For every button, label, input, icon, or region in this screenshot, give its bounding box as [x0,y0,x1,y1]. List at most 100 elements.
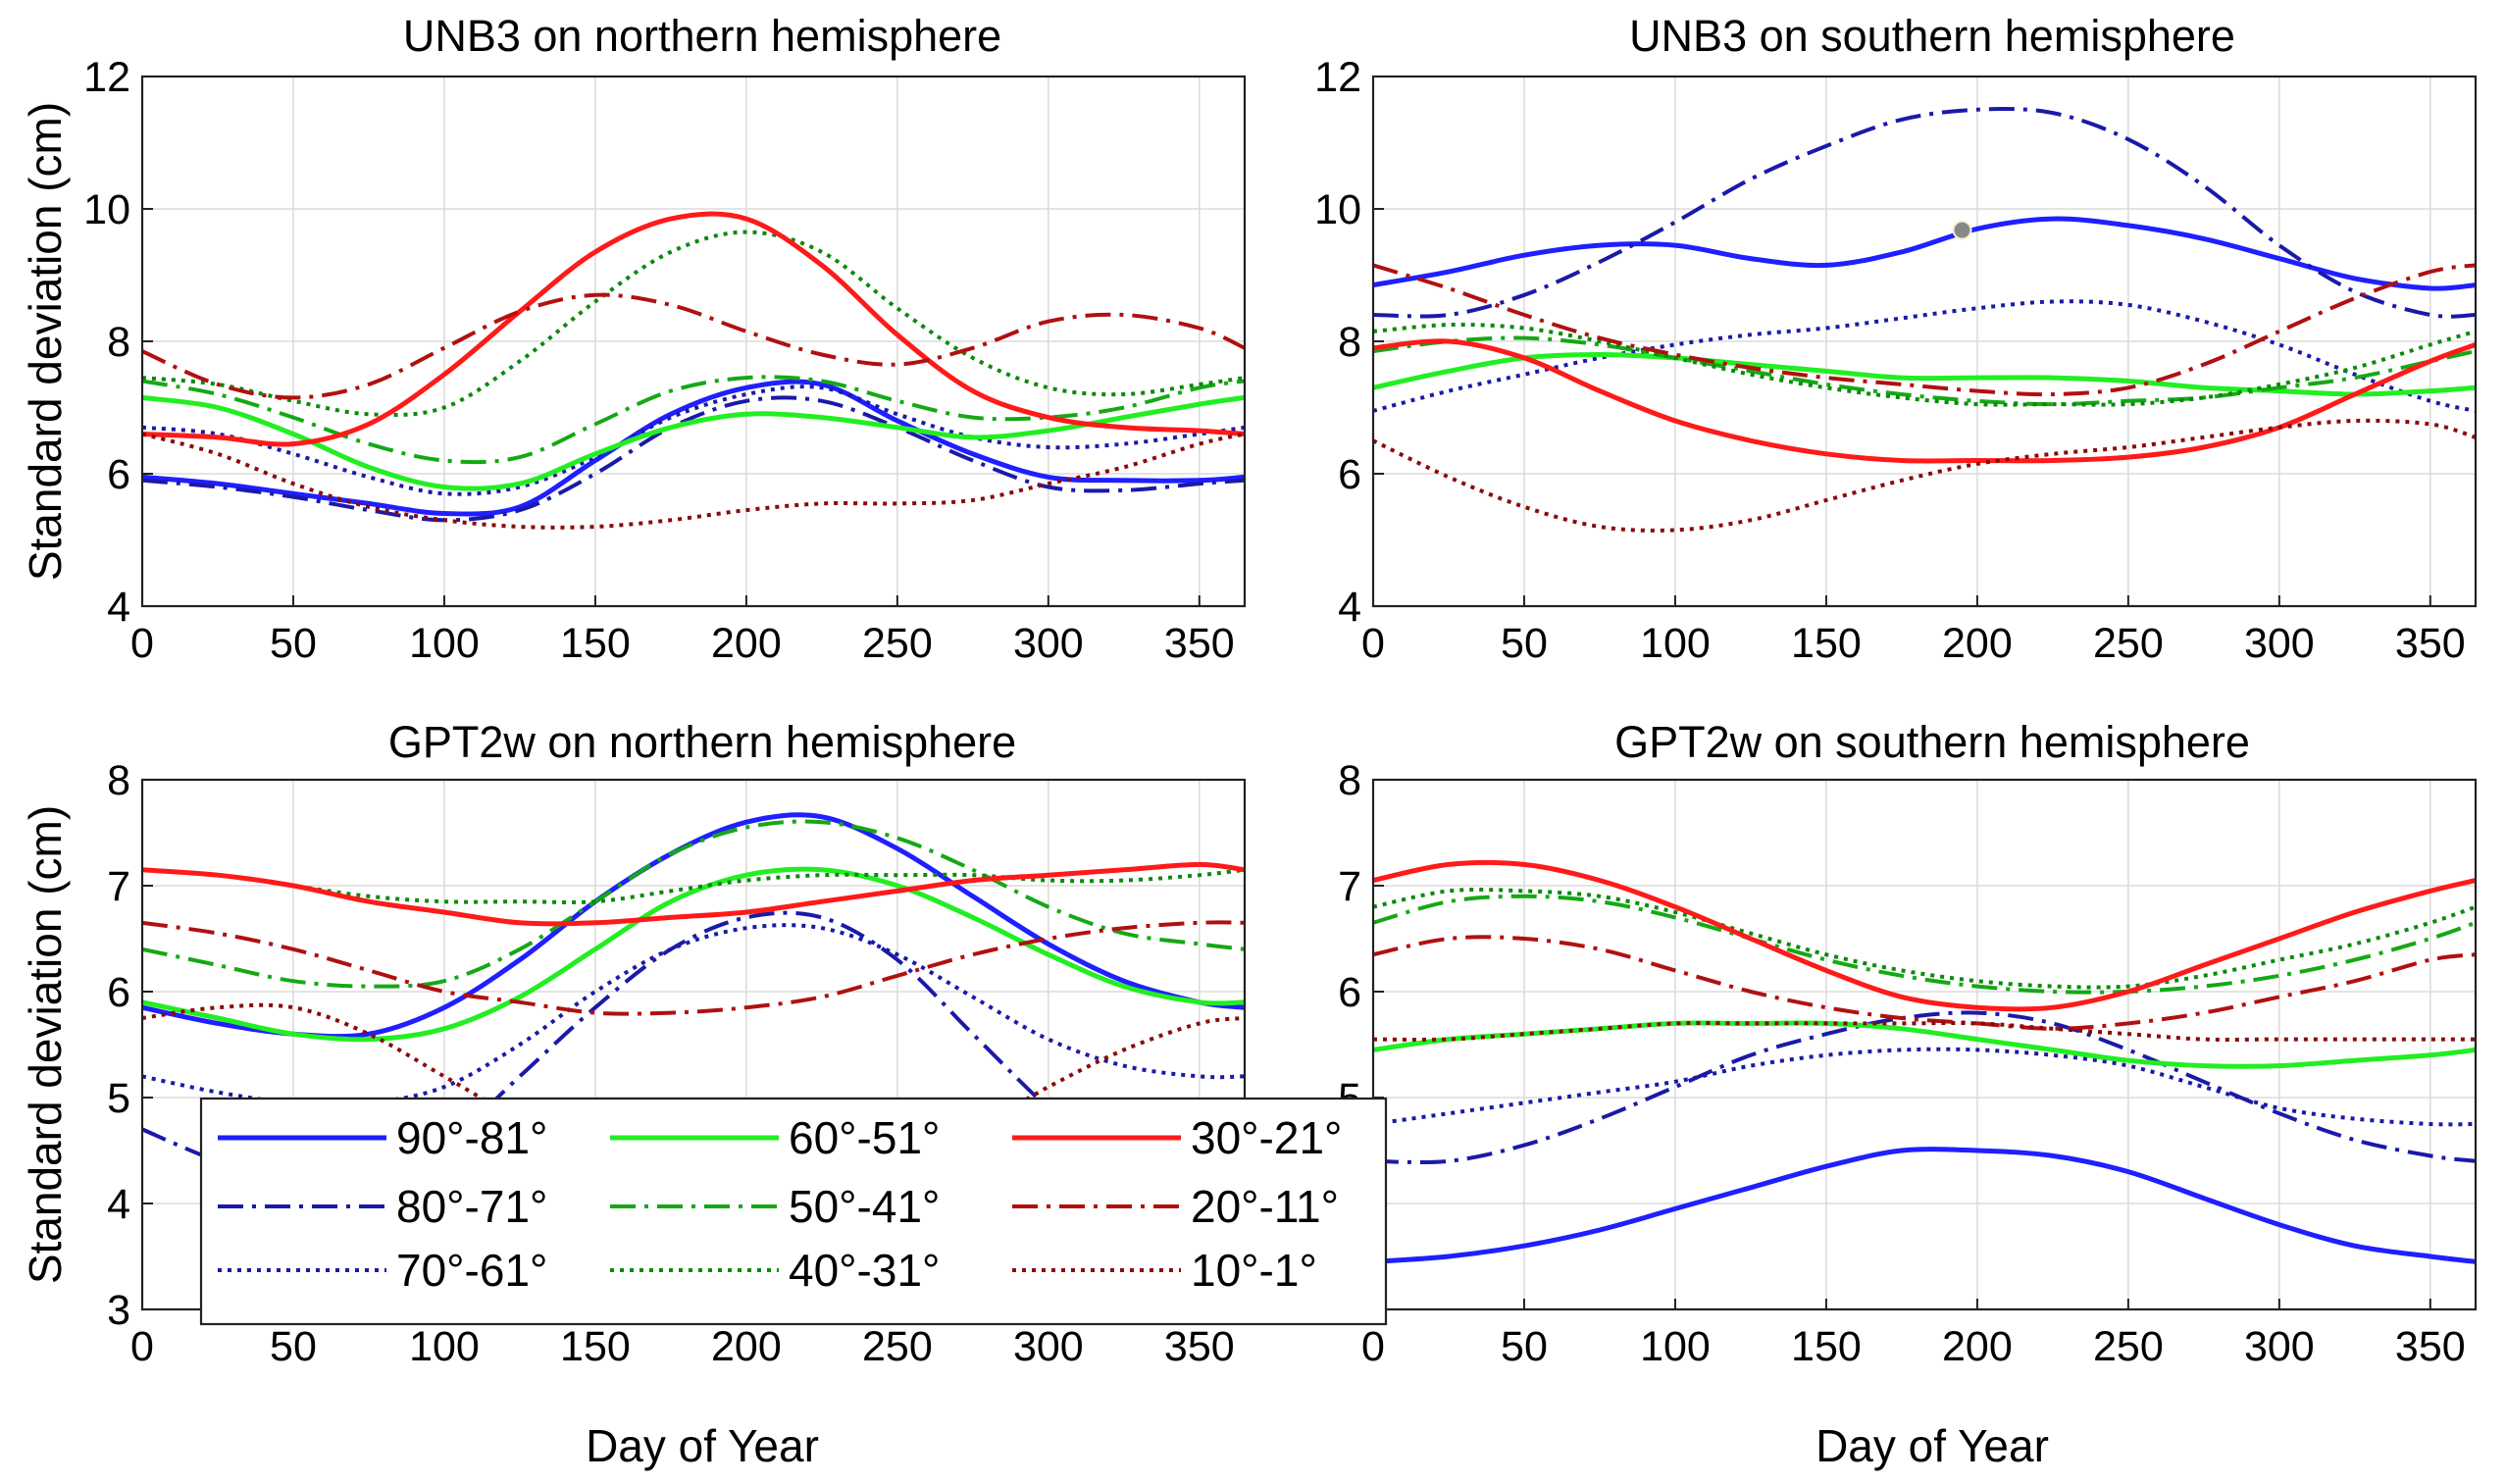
x-tick-label: 200 [711,620,782,667]
series-line-20°-11° [142,292,1245,400]
x-tick-label: 100 [409,1323,480,1370]
legend-label: 30°-21° [1191,1112,1342,1163]
x-tick-label: 350 [1164,1323,1235,1370]
legend-label: 50°-41° [789,1181,940,1232]
series-line-10°-1° [1373,1021,2476,1042]
series-lines [1373,107,2476,533]
legend-entry: 80°-71° [218,1181,547,1232]
series-line-40°-31° [1373,887,2476,990]
x-axis-label-right: Day of Year [1816,1420,2049,1471]
legend-entry: 40°-31° [610,1245,940,1296]
series-line-70°-61° [1373,1047,2476,1127]
y-tick-label: 7 [1338,863,1361,910]
y-tick-label: 8 [1338,757,1361,804]
legend-label: 70°-61° [396,1245,547,1296]
legend-items: 90°-81° 60°-51° 30°-21° 80°-71° 50°-41° 20°-1… [218,1112,1342,1296]
legend-label: 60°-51° [789,1112,940,1163]
series-line-40°-31° [1373,322,2476,407]
legend-entry: 50°-41° [610,1181,940,1232]
series-line-90°-81° [142,812,1245,1040]
x-tick-label: 350 [2395,620,2466,667]
panel-gpt2w-north: GPT2w on northern hemisphere 0 50 100 150 20… [107,717,1247,1370]
series-line-30°-21° [142,211,1245,447]
y-tick-label: 6 [107,969,130,1016]
series-line-80°-71° [1373,107,2476,319]
panel-unb3-north: UNB3 on northern hemisphere 0 50 100 150 200… [83,11,1247,667]
y-tick-label: 10 [1314,186,1361,233]
x-tick-label: 50 [270,1323,317,1370]
series-line-50°-41° [142,819,1245,989]
x-tick-label: 0 [1361,620,1385,667]
y-tick-label: 6 [1338,969,1361,1016]
y-tick-label: 7 [107,863,130,910]
x-tick-label: 250 [2093,620,2164,667]
series-line-70°-61° [1373,299,2476,413]
x-tick-label: 250 [2093,1323,2164,1370]
x-tick-label: 0 [1361,1323,1385,1370]
x-tick-label: 250 [862,1323,933,1370]
series-line-30°-21° [1373,859,2476,1012]
legend-entry: 30°-21° [1012,1112,1342,1163]
y-tick-label: 6 [1338,451,1361,498]
y-tick-label: 5 [107,1075,130,1122]
y-tick-label: 4 [107,584,130,631]
legend-box [199,1097,1388,1326]
panel-unb3-south: UNB3 on southern hemisphere 0 50 100 150 200… [1314,11,2478,667]
axis-ticks: 0 50 100 150 200 250 300 350 4 6 8 10 12 [1314,54,2466,667]
y-tick-label: 3 [107,1287,130,1334]
panel-title: GPT2w on southern hemisphere [1614,717,2250,767]
x-tick-label: 200 [1942,620,2013,667]
axes-frame [1371,778,2478,1311]
x-tick-label: 350 [2395,1323,2466,1370]
legend-label: 90°-81° [396,1112,547,1163]
series-lines [142,211,1245,530]
legend-label: 20°-11° [1191,1181,1339,1232]
panel-title: UNB3 on southern hemisphere [1629,11,2235,61]
x-tick-label: 50 [270,620,317,667]
series-line-30°-21° [142,861,1245,927]
y-tick-label: 10 [83,186,130,233]
axis-ticks: 0 50 100 150 200 250 300 350 4 6 8 10 12 [83,54,1235,667]
series-line-20°-11° [1373,935,2476,1031]
x-tick-label: 100 [1640,1323,1711,1370]
x-tick-label: 0 [130,1323,154,1370]
series-line-60°-51° [142,394,1245,491]
series-line-20°-11° [1373,263,2476,397]
series-line-20°-11° [142,920,1245,1016]
panel-title: UNB3 on northern hemisphere [403,11,1001,61]
y-tick-label: 8 [1338,319,1361,366]
y-axis-label-bottom: Standard deviation (cm) [20,805,71,1284]
x-axis-label-left: Day of Year [586,1420,819,1471]
legend-label: 40°-31° [789,1245,940,1296]
series-line-10°-1° [1373,418,2476,533]
series-line-90°-81° [1373,1147,2476,1264]
series-line-10°-1° [142,432,1245,530]
panel-title: GPT2w on northern hemisphere [388,717,1016,767]
legend-label: 10°-1° [1191,1245,1317,1296]
y-tick-label: 12 [83,54,130,101]
x-tick-label: 200 [711,1323,782,1370]
y-tick-label: 4 [107,1181,130,1228]
y-tick-label: 12 [1314,54,1361,101]
legend-entry: 60°-51° [610,1112,940,1163]
x-tick-label: 300 [1013,620,1084,667]
x-tick-label: 50 [1501,620,1548,667]
series-line-60°-51° [1373,352,2476,397]
series-line-50°-41° [142,375,1245,465]
axis-ticks: 0 50 100 150 200 250 300 350 3 4 5 6 7 8 [107,757,1235,1370]
legend-entry: 20°-11° [1012,1181,1339,1232]
y-tick-label: 6 [107,451,130,498]
y-axis-label-top: Standard deviation (cm) [20,102,71,581]
y-tick-label: 8 [107,319,130,366]
series-line-90°-81° [142,379,1245,517]
series-line-50°-41° [1373,894,2476,995]
x-tick-label: 350 [1164,620,1235,667]
annotation-marker [1952,220,1972,240]
legend-entry: 10°-1° [1012,1245,1317,1296]
x-tick-label: 250 [862,620,933,667]
x-tick-label: 300 [2244,620,2315,667]
series-line-10°-1° [142,1002,1245,1170]
x-tick-label: 150 [1791,620,1862,667]
series-line-80°-71° [142,395,1245,523]
